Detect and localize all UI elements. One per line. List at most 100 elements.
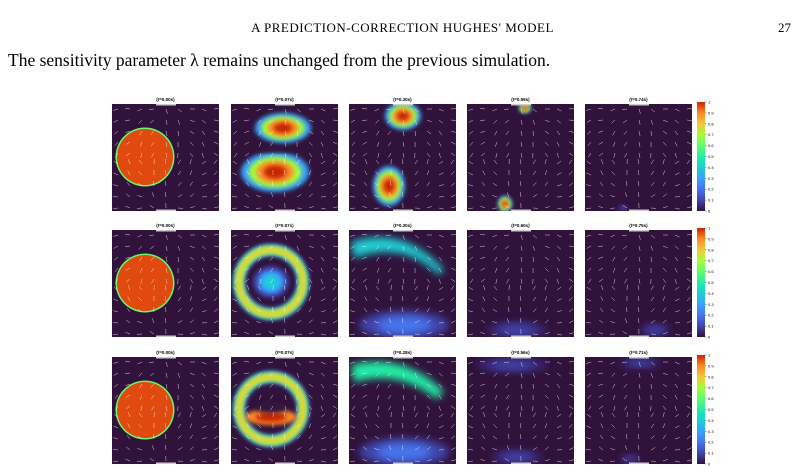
velocity-arrow — [650, 361, 656, 366]
velocity-arrow — [201, 333, 207, 336]
velocity-arrow — [387, 383, 392, 388]
velocity-arrow — [556, 160, 562, 165]
velocity-arrow — [686, 245, 692, 247]
velocity-arrow — [450, 424, 455, 429]
velocity-arrow — [150, 130, 155, 135]
velocity-arrow — [480, 256, 486, 259]
velocity-arrow — [494, 256, 498, 262]
velocity-arrow — [506, 405, 510, 411]
velocity-arrow — [165, 256, 168, 262]
velocity-arrow — [151, 318, 155, 324]
velocity-arrow — [598, 193, 604, 198]
velocity-arrow — [113, 333, 119, 335]
velocity-arrow — [113, 119, 119, 123]
velocity-arrow — [213, 256, 219, 259]
velocity-arrow — [544, 332, 550, 335]
velocity-arrow — [247, 285, 250, 291]
velocity-arrow — [320, 383, 325, 389]
velocity-arrow — [362, 383, 368, 386]
velocity-arrow — [332, 130, 338, 133]
velocity-arrow — [568, 459, 574, 462]
velocity-arrow — [450, 130, 456, 133]
velocity-arrow — [480, 245, 486, 247]
velocity-arrow — [610, 435, 616, 440]
velocity-arrow — [269, 267, 274, 273]
velocity-arrow — [493, 159, 498, 165]
velocity-arrow — [623, 141, 628, 147]
velocity-arrow — [177, 285, 181, 291]
velocity-arrow — [125, 319, 131, 324]
velocity-arrow — [495, 405, 498, 411]
velocity-arrow — [532, 372, 536, 378]
velocity-arrow — [520, 141, 523, 147]
velocity-arrow — [246, 170, 250, 176]
velocity-arrow — [426, 332, 432, 335]
velocity-arrow — [268, 234, 274, 236]
velocity-arrow — [586, 310, 592, 313]
velocity-arrow — [320, 372, 325, 377]
velocity-arrow — [402, 267, 405, 273]
velocity-arrow — [544, 193, 549, 198]
velocity-arrow — [450, 206, 456, 209]
velocity-arrow — [401, 181, 404, 187]
colorbar-tick-label: 0.4 — [708, 291, 714, 296]
velocity-arrow — [414, 285, 418, 291]
velocity-arrow — [308, 405, 313, 411]
velocity-arrow — [650, 130, 652, 136]
velocity-arrow — [469, 141, 474, 146]
exit — [629, 230, 649, 232]
velocity-arrow — [350, 108, 356, 111]
velocity-arrow — [426, 394, 431, 399]
colorbar-tick-label: 1 — [708, 353, 711, 358]
velocity-arrow — [532, 296, 537, 302]
velocity-arrow — [504, 361, 510, 363]
velocity-arrow — [320, 256, 325, 262]
exit — [511, 209, 531, 211]
velocity-arrow — [377, 267, 380, 273]
velocity-arrow — [284, 141, 287, 147]
velocity-arrow — [308, 181, 312, 187]
velocity-arrow — [113, 108, 119, 111]
panel — [585, 104, 692, 211]
velocity-arrow — [414, 108, 420, 113]
panel — [467, 230, 574, 337]
velocity-arrow — [438, 425, 444, 429]
velocity-arrow — [426, 285, 429, 291]
velocity-arrow — [450, 182, 456, 187]
velocity-arrow — [662, 206, 668, 209]
velocity-arrow — [450, 285, 455, 291]
velocity-arrow — [493, 424, 498, 429]
velocity-arrow — [137, 182, 143, 187]
velocity-arrow — [650, 119, 654, 125]
velocity-arrow — [638, 152, 641, 158]
velocity-arrow — [320, 413, 326, 418]
velocity-arrow — [332, 256, 338, 259]
velocity-arrow — [125, 394, 131, 398]
velocity-arrow — [308, 332, 314, 335]
velocity-arrow — [138, 372, 143, 377]
velocity-arrow — [125, 152, 131, 157]
velocity-arrow — [568, 332, 574, 335]
velocity-arrow — [189, 332, 195, 335]
velocity-arrow — [438, 119, 443, 124]
velocity-arrow — [544, 170, 548, 176]
velocity-arrow — [568, 278, 574, 282]
velocity-arrow — [284, 394, 287, 400]
velocity-arrow — [650, 447, 656, 451]
velocity-arrow — [201, 278, 204, 284]
velocity-arrow — [532, 423, 537, 429]
velocity-arrow — [494, 130, 498, 136]
velocity-arrow — [650, 372, 654, 378]
velocity-arrow — [686, 285, 691, 291]
velocity-arrow — [587, 256, 592, 261]
velocity-arrow — [586, 108, 592, 111]
velocity-arrow — [650, 423, 655, 429]
velocity-arrow — [177, 383, 179, 389]
colorbar-tick-label: 0.7 — [708, 258, 714, 263]
velocity-arrow — [213, 152, 219, 156]
velocity-arrow — [244, 245, 250, 247]
velocity-arrow — [362, 256, 368, 259]
panel — [467, 104, 574, 211]
velocity-arrow — [201, 141, 205, 147]
velocity-arrow — [113, 287, 119, 291]
